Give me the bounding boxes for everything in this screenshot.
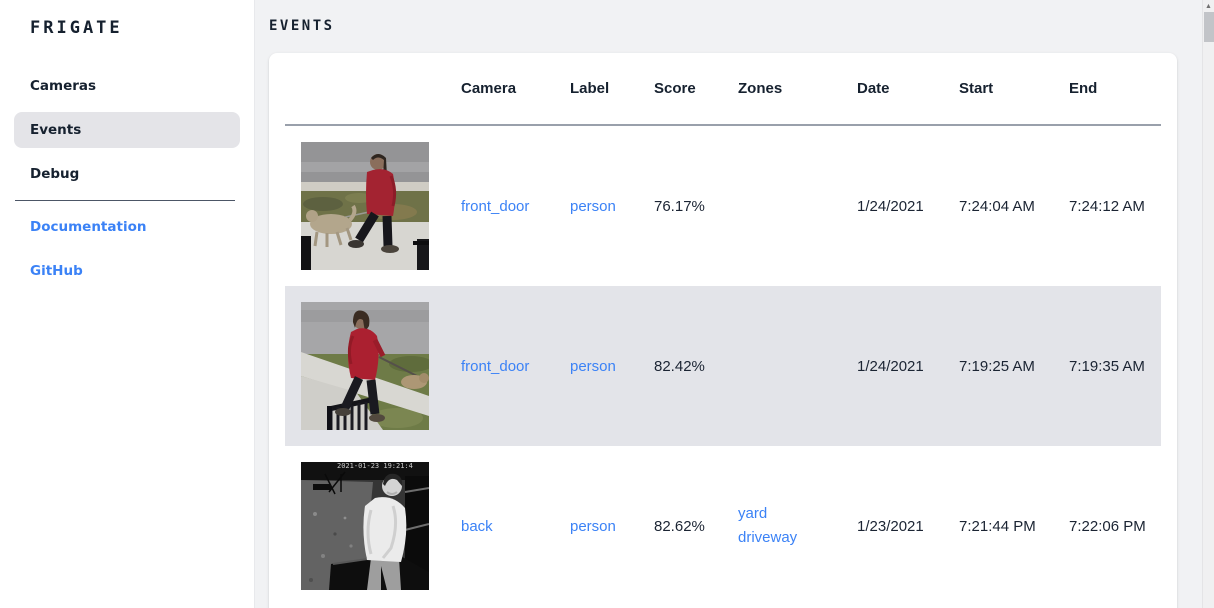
sidebar-nav: Cameras Events Debug (0, 68, 254, 192)
camera-link[interactable]: front_door (461, 357, 530, 375)
score-cell: 82.42% (654, 357, 705, 375)
camera-cell: front_door (461, 358, 570, 375)
main-content: EVENTS Camera Label Score Zones Date Sta… (256, 0, 1202, 608)
label-cell: person (570, 198, 654, 215)
camera-cell: back (461, 518, 570, 535)
start-cell: 7:24:04 AM (959, 197, 1035, 215)
sidebar-link-github[interactable]: GitHub (14, 253, 240, 289)
thumbnail-cell (285, 142, 461, 270)
end-cell: 7:19:35 AM (1069, 357, 1145, 375)
event-row[interactable]: 2021-01-23 19:21:4 back person 82.62% ya… (285, 446, 1161, 606)
start-cell: 7:21:44 PM (959, 517, 1036, 535)
zone-link-yard[interactable]: yard (738, 505, 768, 522)
event-thumbnail-night-person-white-shirt[interactable]: 2021-01-23 19:21:4 (301, 462, 429, 590)
column-header-zones: Zones (738, 80, 783, 97)
column-header-label: Label (570, 80, 610, 97)
sidebar-link-documentation[interactable]: Documentation (14, 209, 240, 245)
events-table-card: Camera Label Score Zones Date Start End (269, 53, 1177, 608)
label-cell: person (570, 358, 654, 375)
label-link[interactable]: person (570, 197, 616, 215)
sidebar-item-label: Cameras (30, 78, 97, 94)
date-cell: 1/24/2021 (857, 197, 924, 215)
event-row-highlighted[interactable]: front_door person 82.42% 1/24/2021 7:19:… (285, 286, 1161, 446)
label-link[interactable]: person (570, 357, 616, 375)
thumbnail-cell: 2021-01-23 19:21:4 (285, 462, 461, 590)
date-cell: 1/23/2021 (857, 517, 924, 535)
score-cell: 76.17% (654, 197, 705, 215)
start-cell: 7:19:25 AM (959, 357, 1035, 375)
camera-link[interactable]: front_door (461, 197, 530, 215)
column-header-camera: Camera (461, 80, 517, 97)
page-title: EVENTS (269, 18, 335, 34)
column-header-score: Score (654, 80, 696, 97)
zones-cell: yard driveway (738, 502, 857, 550)
scrollbar[interactable]: ▲ (1202, 0, 1214, 608)
thumbnail-cell (285, 302, 461, 430)
sidebar-divider (15, 200, 235, 201)
scroll-up-arrow[interactable]: ▲ (1205, 3, 1212, 10)
sidebar: FRIGATE Cameras Events Debug Documentati… (0, 0, 255, 608)
table-header-row: Camera Label Score Zones Date Start End (285, 53, 1161, 126)
sidebar-item-debug[interactable]: Debug (14, 156, 240, 192)
date-cell: 1/24/2021 (857, 357, 924, 375)
camera-link[interactable]: back (461, 517, 493, 535)
camera-cell: front_door (461, 198, 570, 215)
scrollbar-thumb[interactable] (1204, 12, 1214, 42)
app-logo: FRIGATE (30, 18, 123, 38)
sidebar-link-label: Documentation (30, 219, 147, 235)
sidebar-item-events[interactable]: Events (14, 112, 240, 148)
zone-link-driveway[interactable]: driveway (738, 529, 798, 546)
column-header-start: Start (959, 80, 994, 97)
event-row[interactable]: front_door person 76.17% 1/24/2021 7:24:… (285, 126, 1161, 286)
sidebar-external-links: Documentation GitHub (0, 201, 254, 289)
column-header-end: End (1069, 80, 1098, 97)
column-header-date: Date (857, 80, 890, 97)
score-cell: 82.62% (654, 517, 705, 535)
label-link[interactable]: person (570, 517, 616, 535)
sidebar-item-label: Events (30, 122, 82, 138)
event-thumbnail-person-red-coat-dog[interactable] (301, 142, 429, 270)
label-cell: person (570, 518, 654, 535)
sidebar-link-label: GitHub (30, 263, 83, 279)
sidebar-item-cameras[interactable]: Cameras (14, 68, 240, 104)
end-cell: 7:22:06 PM (1069, 517, 1146, 535)
end-cell: 7:24:12 AM (1069, 197, 1145, 215)
thumbnail-timestamp-overlay: 2021-01-23 19:21:4 (337, 462, 413, 470)
sidebar-item-label: Debug (30, 166, 80, 182)
event-thumbnail-person-red-hoodie-leash[interactable] (301, 302, 429, 430)
